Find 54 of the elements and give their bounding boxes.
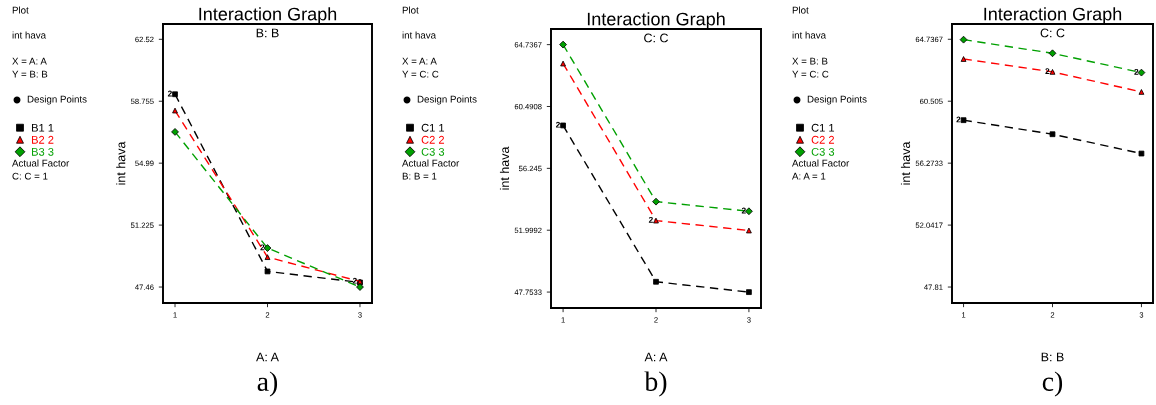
- legend-label: B1 1: [32, 123, 54, 132]
- text: c): [1042, 371, 1063, 397]
- annotation: 2: [956, 116, 961, 123]
- y-axis-title: int hava: [499, 146, 510, 190]
- legend-label: C1 1: [811, 123, 835, 132]
- legend-label: C1 1: [421, 123, 445, 132]
- text: A: A = 1: [792, 172, 826, 180]
- y-axis-title: int hava: [900, 141, 911, 185]
- text: X = A: A: [402, 57, 437, 65]
- text: X = A: A: [12, 57, 47, 65]
- chart-title: Interaction Graph: [587, 12, 725, 29]
- text: b): [644, 371, 667, 397]
- y-axis-title: int hava: [116, 141, 126, 185]
- annotation: 2: [352, 277, 357, 284]
- text: Design Points: [807, 95, 867, 105]
- text: Y = C: C: [792, 70, 829, 78]
- text: X = B: B: [792, 57, 828, 65]
- annotation: 2: [260, 244, 265, 251]
- text: a): [257, 371, 278, 397]
- annotation: 2: [555, 121, 560, 128]
- text: int hava: [402, 31, 437, 39]
- text: Actual Factor: [402, 159, 460, 167]
- text: Design Points: [417, 95, 477, 105]
- text: Plot: [12, 6, 29, 14]
- chart-subtitle: C: C: [1040, 28, 1065, 38]
- legend-label: B3 3: [32, 147, 54, 156]
- chart-title: Interaction Graph: [199, 7, 337, 24]
- text: Y = C: C: [402, 70, 439, 78]
- chart-subtitle: B: B: [256, 28, 279, 38]
- text: Design Points: [27, 95, 87, 105]
- text: int hava: [12, 31, 47, 39]
- annotation: 2: [648, 216, 653, 223]
- legend-label: C2 2: [811, 135, 835, 144]
- annotation: 2: [741, 207, 746, 214]
- annotation: 2: [1045, 68, 1050, 75]
- text: B: B = 1: [402, 172, 437, 180]
- annotation: 2: [167, 90, 172, 97]
- text: Y = B: B: [12, 70, 48, 78]
- x-axis-title: A: A: [644, 352, 668, 362]
- legend-label: C3 3: [811, 147, 835, 156]
- x-axis-title: A: A: [256, 352, 279, 362]
- text: Plot: [402, 6, 419, 14]
- chart-title: Interaction Graph: [984, 7, 1122, 24]
- chart-subtitle: C: C: [644, 33, 669, 43]
- text: Actual Factor: [792, 159, 850, 167]
- text: Actual Factor: [12, 159, 70, 167]
- legend-label: B2 2: [32, 135, 54, 144]
- annotation: 2: [1134, 68, 1139, 75]
- text: int hava: [792, 31, 827, 39]
- legend-label: C3 3: [421, 147, 445, 156]
- text: Plot: [792, 6, 809, 14]
- x-axis-title: B: B: [1041, 352, 1064, 362]
- text: C: C = 1: [12, 172, 48, 180]
- legend-label: C2 2: [421, 135, 445, 144]
